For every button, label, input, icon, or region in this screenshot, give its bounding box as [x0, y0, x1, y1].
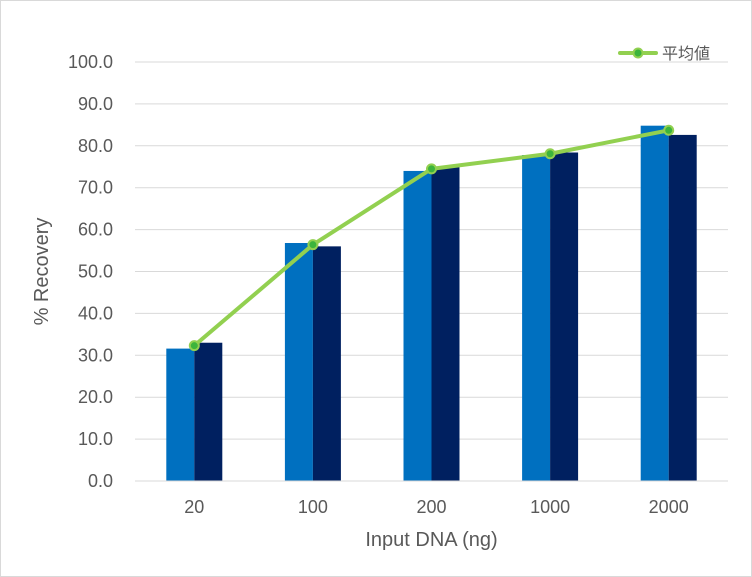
y-axis-title: % Recovery [31, 218, 53, 326]
legend-marker-swatch [632, 47, 644, 59]
average-point-100 [307, 239, 319, 251]
x-tick-label: 1000 [530, 497, 570, 517]
average-point-1000 [544, 148, 556, 160]
y-tick-label: 30.0 [78, 345, 113, 365]
average-line [188, 124, 675, 352]
y-tick-label: 100.0 [68, 52, 113, 72]
y-tick-label: 60.0 [78, 220, 113, 240]
y-tick-label: 0.0 [88, 471, 113, 491]
x-tick-label: 100 [298, 497, 328, 517]
bar-series-1-2000 [640, 125, 669, 482]
y-tick-label: 90.0 [78, 94, 113, 114]
bar-series-1-20 [166, 348, 195, 481]
bar-series-1-1000 [522, 155, 551, 481]
y-axis-ticks: 0.0 10.0 20.0 30.0 40.0 50.0 60.0 70.0 80.0 90.0 1… [68, 52, 113, 491]
x-axis-title: Input DNA (ng) [365, 529, 497, 551]
y-tick-label: 10.0 [78, 429, 113, 449]
bar-series-2-1000 [550, 152, 579, 481]
y-tick-label: 50.0 [78, 262, 113, 282]
gridlines [135, 61, 728, 440]
x-tick-label: 20 [184, 497, 204, 517]
bars [166, 125, 697, 482]
y-tick-label: 80.0 [78, 136, 113, 156]
legend-label: 平均値 [662, 44, 710, 63]
bar-series-2-2000 [668, 134, 697, 481]
bar-series-1-200 [403, 170, 432, 481]
x-tick-label: 200 [416, 497, 446, 517]
y-tick-label: 20.0 [78, 387, 113, 407]
bar-series-2-200 [431, 166, 460, 481]
average-point-2000 [663, 124, 675, 136]
y-tick-label: 70.0 [78, 178, 113, 198]
bar-series-2-20 [194, 342, 223, 481]
x-tick-label: 2000 [649, 497, 689, 517]
average-point-200 [426, 163, 437, 175]
average-point-20 [188, 340, 200, 352]
x-axis-ticks: 20 100 200 1000 2000 [184, 497, 688, 517]
bar-series-2-100 [312, 246, 341, 481]
legend: 平均値 [618, 44, 710, 63]
bar-series-1-100 [284, 243, 313, 481]
y-tick-label: 40.0 [78, 303, 113, 323]
